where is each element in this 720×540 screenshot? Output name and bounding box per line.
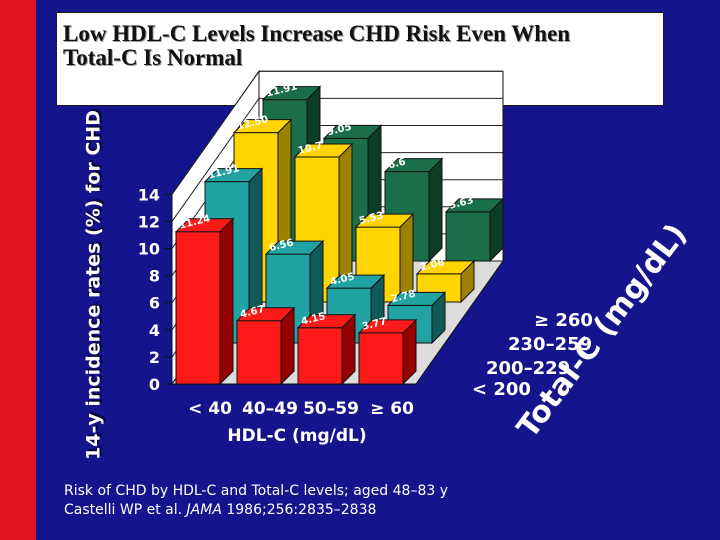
y-tick-label: 0 xyxy=(149,375,160,394)
gridline xyxy=(171,97,503,222)
y-tick-label: 6 xyxy=(149,294,160,313)
x-tick-label: 40–49 xyxy=(242,399,298,419)
data-label: 6.6 xyxy=(387,157,407,172)
x-tick-label: < 40 xyxy=(188,399,232,419)
x-axis-title: HDL-C (mg/dL) xyxy=(227,426,366,446)
gridline xyxy=(171,70,503,195)
x-tick-label: ≥ 60 xyxy=(370,399,414,419)
bar xyxy=(174,217,235,386)
caption-journal: JAMA xyxy=(186,502,222,518)
page-title-line-2: Total-C Is Normal xyxy=(63,45,243,70)
bar xyxy=(357,318,418,386)
x-tick-label: 50–59 xyxy=(303,399,359,419)
bar xyxy=(235,306,296,386)
caption-author: Castelli WP et al. xyxy=(64,502,187,518)
y-tick-label: 12 xyxy=(138,212,160,231)
y-tick-label: 2 xyxy=(149,348,160,367)
accent-strip xyxy=(0,0,36,540)
z-tick-label: < 200 xyxy=(472,379,531,400)
z-tick-label: ≥ 260 xyxy=(534,310,593,331)
caption-line-1: Risk of CHD by HDL-C and Total-C levels;… xyxy=(64,483,449,499)
z-tick-label: 230–259 xyxy=(508,334,592,355)
y-tick-label: 8 xyxy=(149,267,160,286)
bar xyxy=(444,197,505,263)
y-tick-label: 14 xyxy=(138,185,160,204)
caption-line-2: Castelli WP et al. JAMA 1986;256:2835–28… xyxy=(64,501,376,519)
caption-citation: 1986;256:2835–2838 xyxy=(221,502,377,518)
y-tick-label: 10 xyxy=(138,240,160,259)
z-axis-title: Total-C (mg/dL) xyxy=(510,217,694,445)
page-title-line-1: Low HDL-C Levels Increase CHD Risk Even … xyxy=(63,21,571,46)
title-box: Low HDL-C Levels Increase CHD Risk Even … xyxy=(56,12,664,106)
y-tick-label: 4 xyxy=(149,321,160,340)
bar xyxy=(296,313,357,386)
z-tick-label: 200–229 xyxy=(486,358,570,379)
